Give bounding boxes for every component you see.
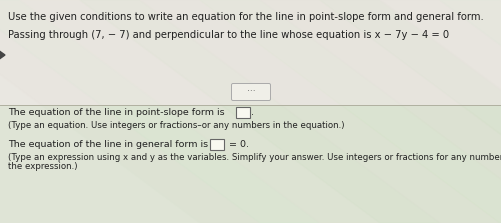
Text: The equation of the line in point-slope form is: The equation of the line in point-slope … (8, 108, 224, 117)
Bar (0, 0, 501, 105)
Polygon shape (0, 50, 5, 60)
Polygon shape (80, 0, 439, 223)
Text: .: . (250, 108, 254, 117)
Text: (Type an equation. Use integers or fractions–or any numbers in the equation.): (Type an equation. Use integers or fract… (8, 121, 344, 130)
FancyBboxPatch shape (231, 83, 270, 101)
Polygon shape (379, 0, 501, 223)
Polygon shape (260, 0, 501, 223)
Text: the expression.): the expression.) (8, 162, 77, 171)
Bar (209, 139, 223, 150)
Bar (0, 105, 501, 223)
Text: Use the given conditions to write an equation for the line in point-slope form a: Use the given conditions to write an equ… (8, 12, 483, 22)
Polygon shape (199, 0, 501, 223)
Text: = 0.: = 0. (225, 140, 248, 149)
Polygon shape (439, 0, 501, 223)
Text: (Type an expression using x and y as the variables. Simplify your answer. Use in: (Type an expression using x and y as the… (8, 153, 501, 162)
Text: ···: ··· (246, 87, 255, 97)
Polygon shape (0, 0, 319, 223)
Bar (235, 107, 249, 118)
Text: The equation of the line in general form is: The equation of the line in general form… (8, 140, 208, 149)
Polygon shape (20, 0, 379, 223)
Polygon shape (319, 0, 501, 223)
Polygon shape (499, 0, 501, 223)
Polygon shape (140, 0, 499, 223)
Polygon shape (0, 0, 260, 223)
Text: Passing through (7, − 7) and perpendicular to the line whose equation is x − 7y : Passing through (7, − 7) and perpendicul… (8, 30, 448, 40)
